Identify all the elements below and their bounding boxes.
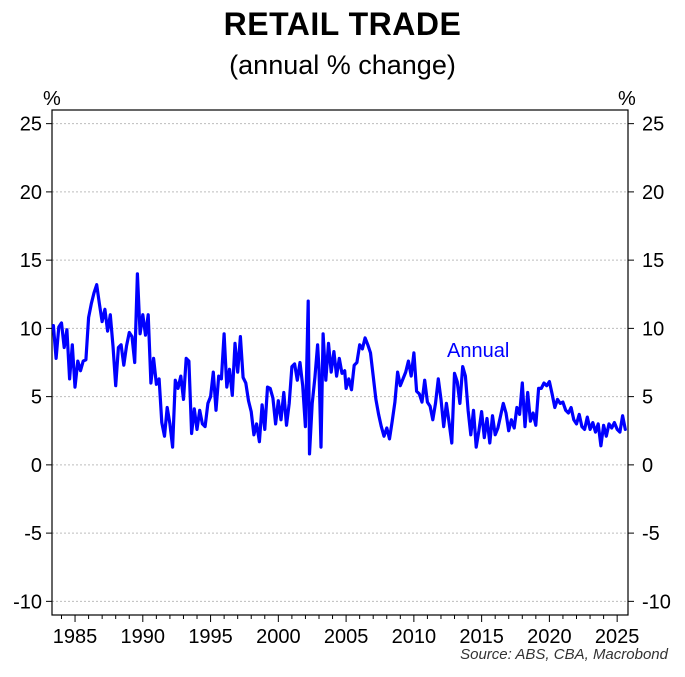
x-tick-label: 1995 [188,626,233,648]
x-tick-label: 2015 [459,626,504,648]
y-tick-label-left: 5 [31,387,42,409]
x-tick-label: 2010 [392,626,437,648]
y-tick-label-right: 5 [642,387,653,409]
x-tick-label: 1990 [121,626,166,648]
chart-subtitle: (annual % change) [229,50,456,80]
y-tick-label-left: 20 [20,182,42,204]
y-tick-label-right: -5 [642,523,660,545]
y-tick-label-left: 15 [20,250,42,272]
x-tick-label: 2025 [595,626,640,648]
plot-frame [51,109,629,616]
y-tick-label-left: 10 [20,318,42,340]
y-tick-label-left: -10 [13,591,42,613]
x-tick-label: 2005 [324,626,369,648]
y-tick-label-left: 25 [20,114,42,136]
series-label-annual: Annual [447,340,509,362]
y-axis-unit-left: % [43,88,61,110]
source-note: Source: ABS, CBA, Macrobond [460,646,668,663]
axis-ticks [46,123,634,622]
y-tick-label-right: 25 [642,114,664,136]
x-tick-label: 2000 [256,626,301,648]
series-line-annual [51,272,627,456]
x-tick-label: 1985 [53,626,98,648]
y-tick-label-right: 15 [642,250,664,272]
grid-lines [52,123,628,602]
y-tick-label-right: -10 [642,591,671,613]
y-axis-unit-right: % [618,88,636,110]
y-tick-label-right: 0 [642,455,653,477]
y-tick-label-left: -5 [24,523,42,545]
y-tick-label-right: 20 [642,182,664,204]
series-layer [51,272,627,456]
y-tick-label-left: 0 [31,455,42,477]
y-tick-label-right: 10 [642,318,664,340]
x-tick-label: 2020 [527,626,572,648]
chart-title: RETAIL TRADE [223,6,462,42]
